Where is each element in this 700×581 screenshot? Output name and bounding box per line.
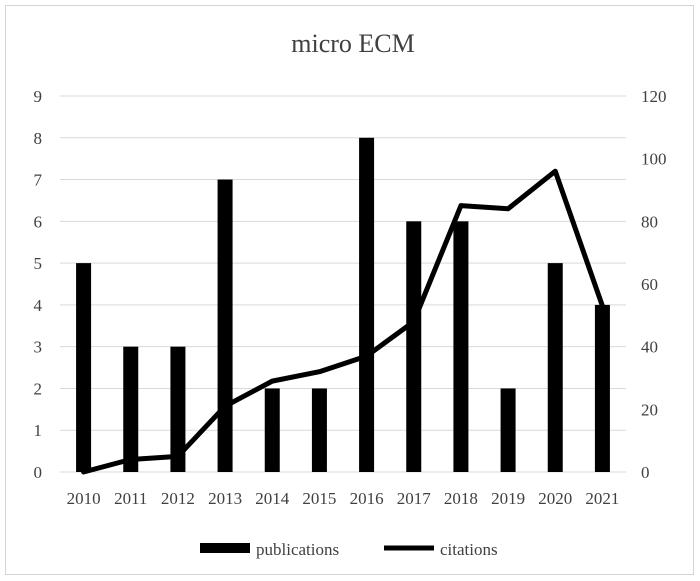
legend-label: publications — [256, 540, 339, 559]
right-tick-label: 20 — [641, 400, 658, 419]
legend-label: citations — [440, 540, 498, 559]
left-tick-label: 7 — [34, 171, 43, 190]
x-tick-label: 2010 — [67, 489, 101, 508]
bar-series — [76, 137, 610, 473]
bar — [76, 263, 92, 472]
left-tick-label: 4 — [34, 296, 43, 315]
x-tick-label: 2021 — [585, 489, 619, 508]
bar — [311, 388, 327, 472]
legend: publications citations — [200, 540, 498, 559]
x-tick-label: 2020 — [538, 489, 572, 508]
bar — [547, 263, 563, 472]
left-tick-label: 9 — [34, 87, 43, 106]
left-tick-label: 5 — [34, 254, 43, 273]
right-tick-label: 60 — [641, 275, 658, 294]
x-tick-label: 2015 — [302, 489, 336, 508]
left-tick-label: 2 — [34, 379, 43, 398]
x-tick-label: 2018 — [444, 489, 478, 508]
left-tick-label: 1 — [34, 421, 43, 440]
legend-bar-swatch — [200, 543, 250, 553]
left-tick-label: 3 — [34, 338, 43, 357]
left-tick-label: 8 — [34, 129, 43, 148]
x-tick-label: 2011 — [114, 489, 147, 508]
x-tick-label: 2016 — [350, 489, 384, 508]
x-tick-label: 2019 — [491, 489, 525, 508]
bar — [500, 388, 516, 472]
bar — [217, 179, 233, 473]
bar — [406, 221, 422, 472]
x-tick-label: 2014 — [255, 489, 290, 508]
bar — [264, 388, 280, 472]
right-tick-label: 80 — [641, 212, 658, 231]
line-series — [81, 168, 605, 475]
left-tick-label: 6 — [34, 212, 43, 231]
bar — [170, 346, 186, 472]
gridlines — [60, 95, 626, 473]
x-tick-label: 2013 — [208, 489, 242, 508]
right-axis: 0 20 40 60 80 100 120 — [641, 87, 667, 482]
right-tick-label: 120 — [641, 87, 667, 106]
bar — [594, 304, 610, 472]
bar — [123, 346, 139, 472]
x-tick-label: 2012 — [161, 489, 195, 508]
left-tick-label: 0 — [34, 463, 43, 482]
bar — [453, 221, 469, 472]
right-tick-label: 100 — [641, 150, 667, 169]
bar — [359, 137, 375, 472]
x-tick-label: 2017 — [397, 489, 432, 508]
chart-title: micro ECM — [291, 29, 415, 58]
right-tick-label: 40 — [641, 338, 658, 357]
right-tick-label: 0 — [641, 463, 650, 482]
x-axis: 2010 2011 2012 2013 2014 2015 2016 2017 2018 2019… — [67, 489, 620, 508]
left-axis: 0 1 2 3 4 5 6 7 8 9 — [34, 87, 43, 482]
citations-line — [81, 168, 605, 475]
chart-frame — [5, 5, 694, 575]
